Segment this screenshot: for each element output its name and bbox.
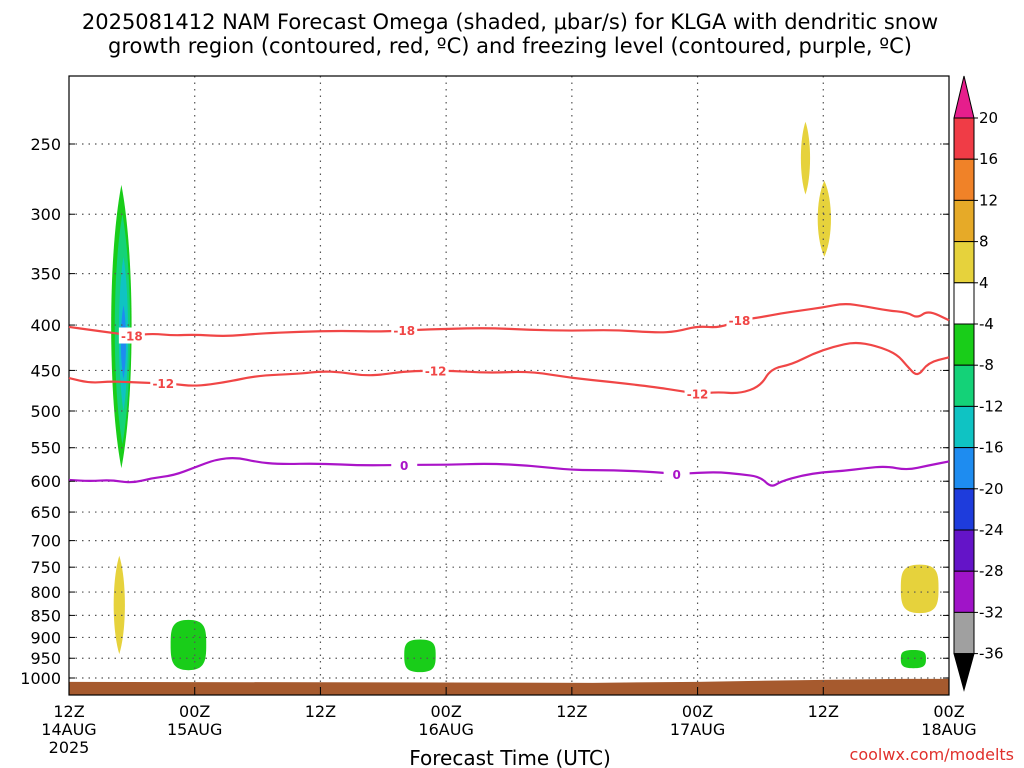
contour-label-bg--12-0 [150,375,177,392]
omega-region-7 [800,121,811,195]
contour-label-0-1: 0 [672,468,680,482]
y-tick-label-900: 900 [30,628,61,647]
y-tick-label-250: 250 [30,135,61,154]
omega-region-5 [170,619,207,671]
y-tick-label-500: 500 [30,402,61,421]
omega-region-9 [900,564,939,614]
colorbar-label--4: -4 [979,315,994,333]
contour-label-bg-0-1 [663,466,690,483]
contour-line--18 [68,303,950,337]
chart-title-line-2: growth region (contoured, red, ºC) and f… [108,34,912,58]
y-tick-label-850: 850 [30,606,61,625]
colorbar-label--12: -12 [979,397,1004,415]
colorbar-label--32: -32 [979,603,1004,621]
y-tick-label-800: 800 [30,583,61,602]
colorbar-label-16: 16 [979,150,998,168]
colorbar-label--8: -8 [979,356,994,374]
pressure-axis: 250 300 350 400 450 500 550 600 650 700 750 800 850 9… [20,135,949,688]
colorbar-label--16: -16 [979,439,1004,457]
x-tick-label-84-0: 00Z [933,702,964,721]
colorbar-bin-6 [953,364,975,407]
omega-region-6 [404,639,436,673]
y-tick-label-300: 300 [30,205,61,224]
y-tick-label-400: 400 [30,316,61,335]
y-tick-label-350: 350 [30,265,61,284]
temperature-contours: -18 -18 -18 -12 -12 -12 0 0 [68,303,950,487]
colorbar-label--28: -28 [979,562,1004,580]
x-tick-label-0-0: 12Z [53,702,84,721]
colorbar-bottom-arrow [953,653,975,692]
grid-lines [68,75,950,696]
chart-title-line-1: 2025081412 NAM Forecast Omega (shaded, μ… [82,10,938,34]
x-axis-title: Forecast Time (UTC) [409,746,611,768]
colorbar-bin-7 [953,405,975,449]
x-tick-label-84-1: 18AUG [921,720,976,739]
colorbar-legend: 20 16 12 8 4 -4 -8 -12 -16 -20 -24 -28 -32 -36 [953,75,1004,692]
x-tick-label-12-1: 15AUG [167,720,222,739]
colorbar-bin-2 [953,199,975,243]
contour-label--12-2: -12 [687,388,709,402]
contour-label--12-1: -12 [425,364,447,378]
colorbar-bin-10 [953,529,975,572]
x-tick-label-72-0: 12Z [808,702,839,721]
x-tick-label-24-0: 12Z [305,702,336,721]
x-tick-label-36-1: 16AUG [418,720,473,739]
y-tick-label-750: 750 [30,558,61,577]
x-tick-label-60-0: 00Z [682,702,713,721]
contour-label-bg--12-1 [422,362,449,379]
contour-line-0 [68,457,950,487]
colorbar-bin-3 [953,241,975,284]
contour-label--18-0: -18 [121,329,143,343]
contour-label-bg-0-0 [391,456,418,473]
y-tick-label-600: 600 [30,472,61,491]
omega-region-8 [817,180,831,257]
omega-region-10 [900,650,926,669]
colorbar-label--20: -20 [979,480,1004,498]
x-tick-label-48-0: 12Z [556,702,587,721]
colorbar-label-12: 12 [979,191,998,209]
colorbar-label-4: 4 [979,274,989,292]
credit-text: coolwx.com/modelts [850,745,1014,764]
terrain-band [69,678,949,695]
colorbar-bin-4 [953,282,975,325]
contour-label-0-0: 0 [400,459,408,473]
colorbar-bin-5 [953,323,975,366]
colorbar-label-8: 8 [979,233,989,251]
colorbar-label--36: -36 [979,645,1004,663]
x-tick-label-0-1: 14AUG [41,720,96,739]
omega-region-4 [113,555,125,655]
y-tick-label-650: 650 [30,503,61,522]
y-tick-label-450: 450 [30,361,61,380]
colorbar-bin-12 [953,611,975,655]
contour-label-bg--18-0 [118,327,145,344]
terrain-fill [69,678,949,695]
y-tick-label-950: 950 [30,649,61,668]
x-tick-label-36-0: 00Z [430,702,461,721]
contour-label--18-1: -18 [393,324,415,338]
colorbar-bin-9 [953,488,975,531]
contour-label-bg--18-2 [726,312,753,329]
colorbar-bin-0 [953,117,975,160]
y-tick-label-700: 700 [30,532,61,551]
colorbar-top-arrow [953,75,975,119]
colorbar-label-20: 20 [979,109,998,127]
x-tick-label-0-2: 2025 [49,738,90,757]
contour-label-bg--12-2 [684,385,711,402]
contour-line--12 [68,341,950,395]
x-tick-label-12-0: 00Z [179,702,210,721]
y-tick-label-550: 550 [30,439,61,458]
x-tick-label-60-1: 17AUG [670,720,725,739]
colorbar-bin-11 [953,570,975,613]
contour-label--12-0: -12 [152,377,174,391]
contour-label-bg--18-1 [391,321,418,338]
y-tick-label-1000: 1000 [20,669,61,688]
colorbar-bin-1 [953,158,975,201]
contour-label--18-2: -18 [729,314,751,328]
colorbar-bin-8 [953,447,975,490]
omega-shading [111,121,939,673]
colorbar-label--24: -24 [979,521,1004,539]
